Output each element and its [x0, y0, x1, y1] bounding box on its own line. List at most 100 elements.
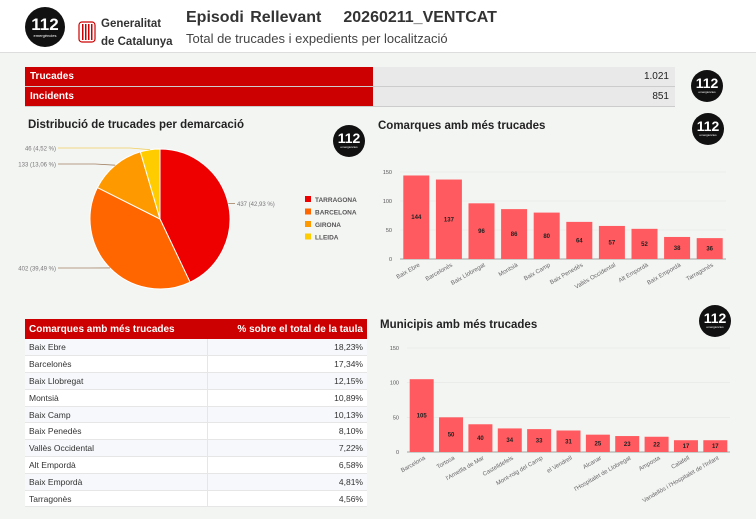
bar-chart-municipis: 050100150105Barcelona50Tortosa40l'Ametll… — [390, 346, 730, 504]
bar — [435, 179, 462, 259]
bar-value-label: 137 — [444, 217, 455, 223]
bar-value-label: 57 — [609, 240, 616, 246]
bar-value-label: 25 — [595, 441, 602, 447]
pie-leader-line — [58, 147, 151, 151]
pie-leader-line — [58, 163, 116, 166]
legend-label: LLEIDA — [315, 235, 339, 242]
logo-sub: emergències — [698, 90, 716, 94]
percent-cell: 12,15% — [207, 372, 367, 390]
x-tick-label: Barcelonès — [425, 263, 454, 283]
x-tick-label: Baix Empordà — [646, 262, 682, 286]
x-tick-label: el Vendrell — [546, 456, 573, 475]
x-tick-label: Barcelona — [400, 455, 427, 474]
bar-value-label: 86 — [511, 232, 518, 238]
bar — [403, 175, 430, 259]
legend-label: TARRAGONA — [315, 197, 357, 204]
bar-value-label: 52 — [641, 242, 648, 248]
bar-value-label: 23 — [624, 442, 631, 448]
table-row: Vallès Occidental 7,22% — [25, 439, 367, 458]
senyera-icon — [78, 21, 96, 43]
table-row: Alt Empordà 6,58% — [25, 456, 367, 474]
percent-cell: 4,56% — [207, 490, 367, 508]
y-tick-label: 100 — [390, 381, 399, 387]
column-header: Comarques amb més trucades — [25, 319, 208, 339]
legend-label: GIRONA — [315, 222, 341, 229]
y-tick-label: 100 — [383, 199, 392, 205]
summary-row-trucades: Trucades 1.021 — [25, 67, 675, 87]
x-tick-label: l'Hospitalet de Llobregat — [574, 455, 633, 492]
bar — [533, 212, 560, 259]
percent-cell: 17,34% — [207, 355, 367, 374]
table-row: Baix Empordà 4,81% — [25, 473, 367, 491]
pie-slice-label: 437 (42,93 %) — [237, 202, 275, 208]
bar-value-label: 105 — [417, 414, 428, 420]
bar — [566, 221, 593, 259]
logo-sub: emergències — [340, 145, 358, 149]
bar — [501, 209, 528, 259]
percent-cell: 10,13% — [207, 406, 367, 424]
summary-label: Incidents — [25, 87, 373, 106]
legend-swatch — [305, 221, 311, 227]
y-tick-label: 50 — [393, 415, 399, 421]
x-tick-label: Baix Camp — [523, 262, 552, 282]
pie-chart-title: Distribució de trucades per demarcació — [28, 119, 245, 131]
comarca-cell: Baix Llobregat — [25, 372, 208, 390]
bar — [703, 440, 728, 452]
y-tick-label: 0 — [389, 257, 392, 263]
generalitat-logo: Generalitat de Catalunya — [78, 14, 173, 50]
bar — [615, 436, 640, 452]
comarca-cell: Barcelonès — [25, 355, 208, 374]
y-tick-label: 0 — [396, 450, 399, 456]
bar — [664, 236, 691, 259]
pie-slice-girona — [96, 151, 161, 220]
percent-cell: 10,89% — [207, 389, 367, 407]
x-tick-label: Alt Empordà — [618, 262, 650, 284]
summary-row-incidents: Incidents 851 — [25, 87, 675, 107]
bar — [598, 225, 625, 259]
comarca-cell: Baix Camp — [25, 406, 208, 424]
bar — [527, 429, 552, 452]
bar-value-label: 50 — [448, 433, 455, 439]
bar-value-label: 64 — [576, 238, 583, 244]
112-logo: 112 emergències — [25, 7, 65, 47]
table-row: Baix Ebre 18,23% — [25, 339, 367, 357]
summary-table: Trucades 1.021 Incidents 851 — [25, 67, 675, 107]
table-row: Barcelonès 17,34% — [25, 355, 367, 374]
bar-value-label: 144 — [411, 215, 422, 221]
comarca-cell: Baix Empordà — [25, 473, 208, 491]
bar — [585, 434, 610, 452]
bar — [673, 440, 698, 452]
page-title: Episodi Rellevant 20260211_VENTCAT — [186, 9, 497, 27]
bar-value-label: 36 — [706, 247, 713, 253]
pie-slice-barcelona — [89, 186, 191, 290]
logo-sub: emergències — [33, 32, 57, 38]
y-tick-label: 150 — [383, 170, 392, 176]
logo-text: 112 — [337, 130, 361, 146]
x-tick-label: Montsià — [498, 262, 520, 278]
pie-slice-label: 402 (39,49 %) — [18, 267, 56, 273]
bar-value-label: 17 — [683, 444, 690, 450]
bar-chart-comarques-title: Comarques amb més trucades — [378, 120, 546, 132]
bar-value-label: 40 — [477, 436, 484, 442]
table-row: Montsià 10,89% — [25, 389, 367, 407]
pie-chart: 437 (42,93 %) TARRAGONA 402 (39,49 %) BARCE… — [18, 147, 357, 290]
bar — [439, 417, 464, 452]
logo-text: 112 — [31, 14, 59, 34]
x-tick-label: Baix Llobregat — [450, 262, 487, 287]
y-tick-label: 50 — [386, 228, 392, 234]
bar — [556, 430, 581, 452]
comarques-table: Comarques amb més trucades% sobre el tot… — [25, 319, 367, 508]
table-row: Baix Camp 10,13% — [25, 406, 367, 424]
pie-slice-lleida — [139, 148, 161, 220]
logo-text: 112 — [695, 75, 719, 91]
table-row: Tarragonès 4,56% — [25, 490, 367, 508]
x-tick-label: Calafell — [671, 456, 691, 471]
x-tick-label: Tarragonès — [686, 263, 715, 283]
bar-value-label: 22 — [653, 442, 660, 448]
bar-value-label: 96 — [478, 229, 485, 235]
bar — [696, 238, 723, 259]
112-logo: 112 emergències — [699, 305, 731, 337]
header: 112 emergències Generalitat de Catalunya E… — [0, 0, 756, 53]
bar-chart-comarques: 0 50 100 150 144 Baix Ebre 137 Barcelonès 96 Baix… — [383, 170, 726, 291]
gov-line1: Generalitat — [101, 18, 162, 30]
